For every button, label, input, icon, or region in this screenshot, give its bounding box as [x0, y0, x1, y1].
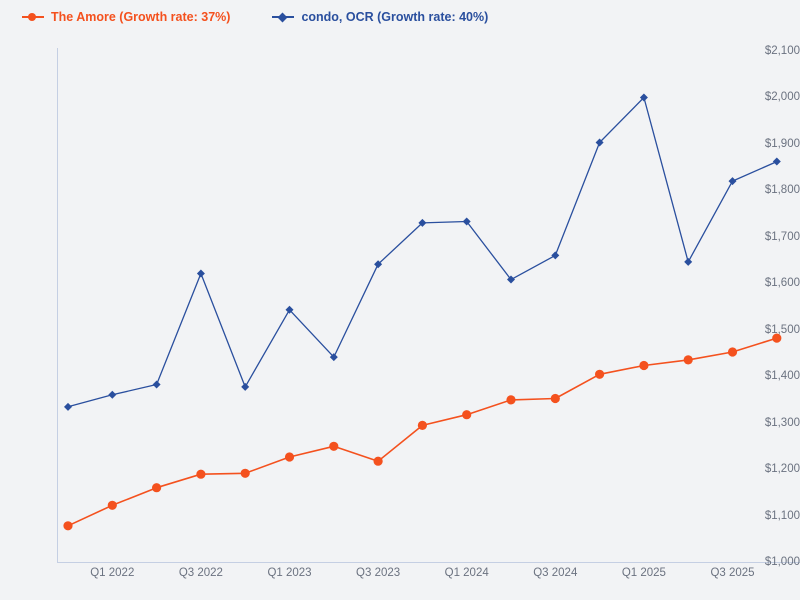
data-point-circle-icon[interactable]: [683, 355, 693, 365]
data-point-circle-icon[interactable]: [506, 395, 516, 405]
y-axis-tick-label: $1,000: [764, 556, 800, 568]
legend-item[interactable]: condo, OCR (Growth rate: 40%): [272, 10, 488, 24]
y-axis-tick-label: $1,600: [764, 277, 800, 290]
y-axis-tick-label: $1,100: [764, 509, 800, 522]
data-point-circle-icon[interactable]: [639, 360, 649, 371]
x-axis-tick-label: Q3 2023: [356, 567, 401, 579]
x-axis-tick-label: Q3 2022: [178, 567, 223, 579]
data-point-circle-icon[interactable]: [196, 469, 206, 479]
data-point-circle-icon[interactable]: [63, 521, 73, 531]
data-point-diamond-icon[interactable]: [507, 275, 515, 284]
y-axis-tick-label: $1,500: [764, 323, 800, 336]
data-point-circle-icon[interactable]: [107, 500, 117, 510]
data-point-diamond-icon[interactable]: [728, 177, 737, 186]
y-axis-tick-label: $1,800: [764, 184, 800, 197]
y-axis-tick-label: $1,900: [764, 137, 800, 150]
data-point-diamond-icon[interactable]: [462, 217, 471, 226]
x-axis-tick-label: Q3 2025: [710, 567, 755, 579]
data-point-diamond-icon[interactable]: [196, 269, 205, 278]
y-axis-tick-label: $1,400: [764, 370, 800, 383]
y-axis-tick-label: $2,000: [764, 91, 800, 104]
legend-item-label: The Amore (Growth rate: 37%): [51, 10, 231, 24]
data-point-circle-icon[interactable]: [240, 468, 250, 478]
data-point-circle-icon[interactable]: [329, 441, 339, 451]
data-point-circle-icon[interactable]: [550, 393, 560, 404]
data-point-diamond-icon[interactable]: [684, 257, 693, 266]
chart-legend: The Amore (Growth rate: 37%) condo, OCR (…: [0, 0, 800, 34]
data-point-circle-icon[interactable]: [462, 410, 472, 420]
data-point-diamond-icon[interactable]: [551, 251, 560, 260]
x-axis-tick-label: Q1 2022: [90, 567, 135, 579]
series-1: [63, 333, 782, 531]
series-line: [67, 96, 778, 408]
x-axis-line: [57, 562, 800, 563]
legend-diamond-marker-icon: [272, 11, 295, 23]
data-point-circle-icon[interactable]: [417, 420, 427, 430]
data-point-diamond-icon[interactable]: [418, 218, 427, 227]
data-point-circle-icon[interactable]: [152, 483, 162, 493]
data-point-circle-icon[interactable]: [284, 452, 295, 462]
data-point-diamond-icon[interactable]: [772, 157, 781, 166]
y-axis-line: [57, 48, 58, 563]
data-point-diamond-icon[interactable]: [108, 390, 117, 399]
legend-item-label: condo, OCR (Growth rate: 40%): [301, 10, 489, 24]
y-axis-tick-label: $2,100: [764, 45, 800, 57]
data-point-diamond-icon[interactable]: [241, 382, 250, 391]
data-point-diamond-icon[interactable]: [285, 305, 294, 314]
data-point-diamond-icon[interactable]: [64, 402, 72, 411]
data-point-diamond-icon[interactable]: [152, 380, 161, 389]
y-axis-tick-label: $1,200: [764, 463, 800, 476]
x-axis-tick-label: Q3 2024: [533, 567, 578, 579]
data-point-diamond-icon[interactable]: [595, 138, 604, 147]
data-point-circle-icon[interactable]: [373, 456, 383, 466]
data-point-diamond-icon[interactable]: [374, 260, 383, 269]
x-axis-tick-label: Q1 2023: [267, 567, 312, 579]
legend-item[interactable]: The Amore (Growth rate: 37%): [22, 10, 230, 24]
data-point-diamond-icon[interactable]: [639, 93, 648, 102]
legend-circle-marker-icon: [22, 11, 44, 23]
data-point-circle-icon[interactable]: [727, 347, 738, 357]
data-point-diamond-icon[interactable]: [329, 353, 338, 362]
x-axis-tick-label: Q1 2024: [444, 567, 489, 579]
series-line: [67, 337, 778, 527]
y-axis-tick-label: $1,700: [764, 230, 800, 243]
series-2: [64, 93, 781, 411]
x-axis-tick-label: Q1 2025: [621, 567, 666, 579]
y-axis-tick-label: $1,300: [764, 416, 800, 429]
data-point-circle-icon[interactable]: [595, 369, 605, 379]
data-point-circle-icon[interactable]: [772, 333, 782, 343]
